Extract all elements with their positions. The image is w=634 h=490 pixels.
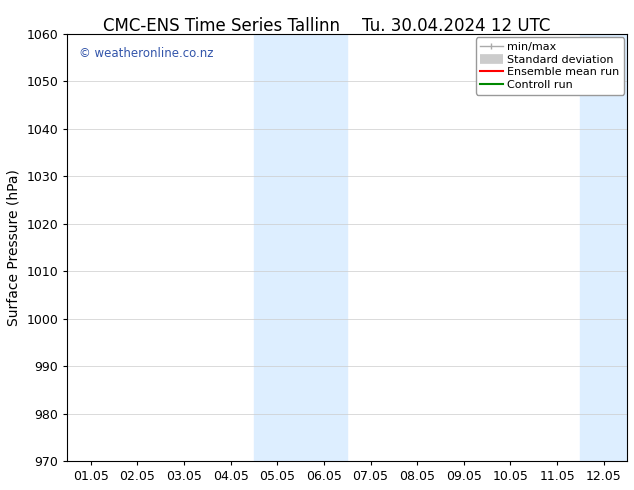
Text: CMC-ENS Time Series Tallinn: CMC-ENS Time Series Tallinn [103,17,340,35]
Text: Tu. 30.04.2024 12 UTC: Tu. 30.04.2024 12 UTC [362,17,551,35]
Text: © weatheronline.co.nz: © weatheronline.co.nz [79,47,213,60]
Legend: min/max, Standard deviation, Ensemble mean run, Controll run: min/max, Standard deviation, Ensemble me… [476,37,624,95]
Bar [254,34,347,461]
Y-axis label: Surface Pressure (hPa): Surface Pressure (hPa) [7,169,21,326]
Bar [580,34,634,461]
